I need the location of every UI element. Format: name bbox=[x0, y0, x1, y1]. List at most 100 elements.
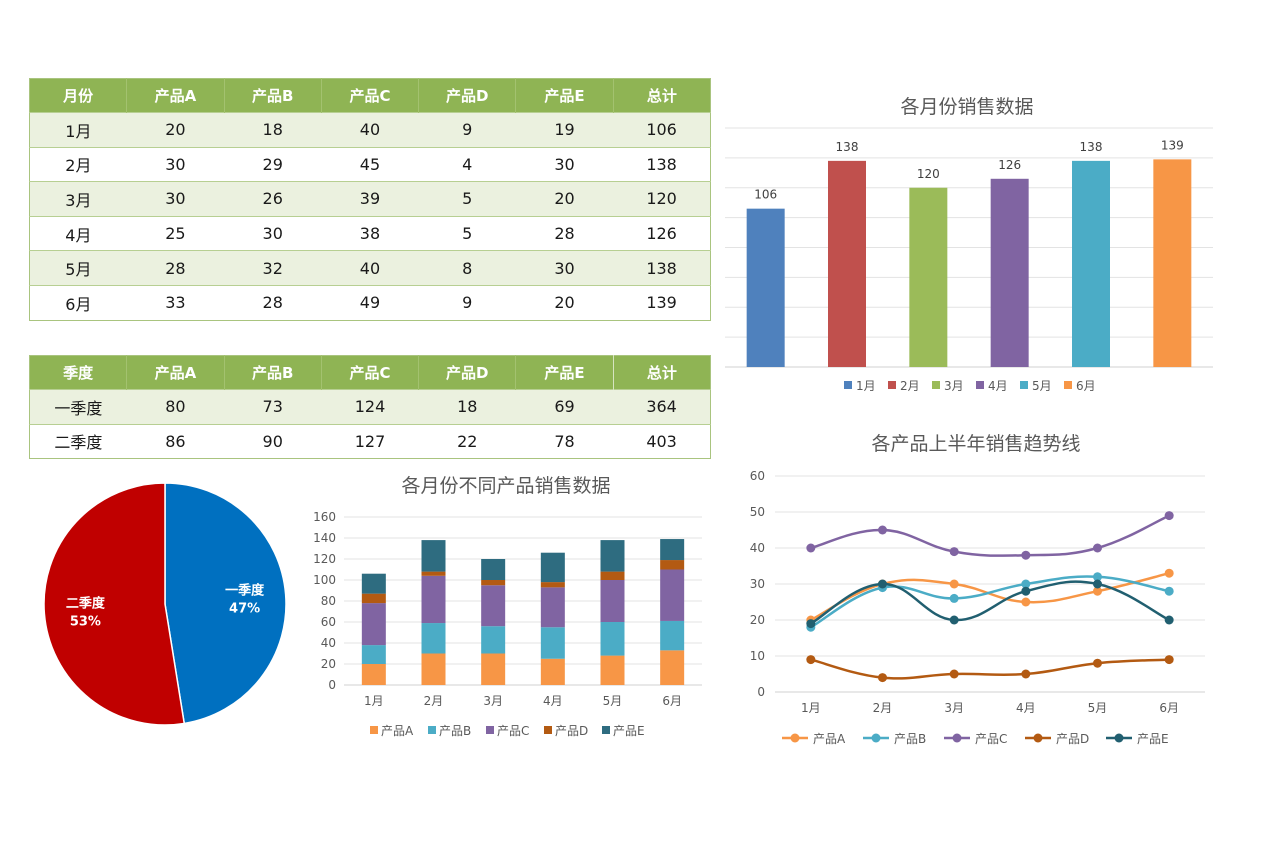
table-cell: 4 bbox=[418, 146, 516, 182]
table-cell: 28 bbox=[224, 284, 322, 321]
legend-swatch bbox=[544, 726, 552, 734]
table-cell: 138 bbox=[613, 146, 711, 182]
table-cell: 20 bbox=[126, 112, 225, 148]
series-line bbox=[810, 514, 1170, 557]
chart-title: 各产品上半年销售趋势线 bbox=[871, 433, 1080, 455]
table-cell: 8 bbox=[418, 250, 516, 286]
stacked-bar-segment bbox=[361, 664, 386, 685]
data-label: 120 bbox=[917, 167, 940, 181]
table-cell: 40 bbox=[321, 112, 419, 148]
legend-marker bbox=[1033, 733, 1043, 743]
series-line bbox=[810, 658, 1170, 680]
monthly-table-header-cell: 产品D bbox=[418, 78, 517, 113]
data-point bbox=[949, 547, 959, 557]
legend-marker bbox=[871, 733, 881, 743]
data-point bbox=[949, 593, 959, 603]
quarter-table-header-cell: 产品B bbox=[224, 355, 322, 390]
data-point bbox=[1021, 597, 1031, 607]
table-cell: 5 bbox=[418, 215, 516, 251]
table-row: 6月 33 28 49 9 20 139 bbox=[29, 284, 711, 321]
legend-label: 产品A bbox=[813, 732, 846, 746]
data-label: 106 bbox=[754, 188, 777, 202]
table-cell: 78 bbox=[515, 423, 614, 459]
table-cell: 86 bbox=[126, 423, 225, 459]
table-cell: 5 bbox=[418, 181, 516, 217]
slice-label: 二季度 bbox=[66, 595, 106, 611]
quarter-table-header-cell: 产品E bbox=[515, 355, 614, 390]
y-tick-label: 0 bbox=[757, 685, 765, 699]
table-cell: 22 bbox=[418, 423, 516, 459]
table-row: 4月 25 30 38 5 28 126 bbox=[29, 215, 711, 251]
data-label: 139 bbox=[1161, 138, 1184, 152]
table-row: 二季度 86 90 127 22 78 403 bbox=[29, 423, 711, 459]
quarter-table-header-row: 季度 产品A 产品B 产品C 产品D 产品E 总计 bbox=[29, 355, 711, 390]
quarter-pie-chart: 一季度 47% 二季度 53% bbox=[43, 482, 287, 726]
bar bbox=[909, 187, 948, 367]
table-row: 3月 30 26 39 5 20 120 bbox=[29, 181, 711, 217]
monthly-table-header-cell: 产品B bbox=[224, 78, 322, 113]
legend-label: 产品E bbox=[613, 724, 645, 738]
table-row: 1月 20 18 40 9 19 106 bbox=[29, 112, 711, 148]
stacked-bar-segment bbox=[660, 539, 685, 561]
data-point bbox=[1021, 669, 1031, 679]
y-tick-label: 40 bbox=[321, 636, 336, 650]
stacked-bar-segment bbox=[540, 627, 565, 659]
legend-label: 5月 bbox=[1032, 379, 1052, 393]
bar bbox=[746, 208, 785, 367]
slice-label: 一季度 bbox=[225, 583, 265, 599]
legend-label: 产品C bbox=[975, 732, 1007, 746]
data-point bbox=[806, 543, 816, 553]
data-point bbox=[878, 525, 887, 535]
table-cell: 30 bbox=[126, 146, 225, 182]
series-line bbox=[810, 575, 1170, 629]
legend-label: 产品B bbox=[439, 724, 471, 738]
bar bbox=[828, 160, 866, 367]
x-tick-label: 4月 bbox=[1016, 701, 1036, 715]
table-cell: 29 bbox=[224, 146, 322, 182]
stacked-bar-segment bbox=[481, 653, 506, 685]
legend-swatch bbox=[486, 726, 494, 734]
table-cell: 20 bbox=[515, 181, 614, 217]
stacked-bar-segment bbox=[540, 587, 565, 628]
table-cell: 30 bbox=[515, 250, 614, 286]
table-cell: 69 bbox=[515, 389, 614, 425]
data-point bbox=[1021, 550, 1031, 560]
data-point bbox=[949, 579, 959, 589]
table-cell: 126 bbox=[613, 215, 711, 251]
table-cell: 403 bbox=[613, 423, 711, 459]
bar bbox=[1153, 159, 1192, 367]
legend-label: 4月 bbox=[988, 379, 1008, 393]
series-line bbox=[810, 571, 1170, 622]
slice-percent: 53% bbox=[70, 614, 101, 629]
legend-marker bbox=[952, 733, 962, 743]
monthly-table-header-cell: 产品C bbox=[321, 78, 420, 113]
stacked-bar-segment bbox=[421, 623, 446, 654]
x-tick-label: 6月 bbox=[1159, 701, 1179, 715]
legend-swatch bbox=[1064, 381, 1072, 389]
table-cell: 9 bbox=[418, 284, 516, 321]
stacked-product-bar-chart: 各月份不同产品销售数据 0 20 40 60 80 100 120 140 160 1月 2月 3月 4月… bbox=[313, 475, 702, 738]
stacked-bar-segment bbox=[481, 585, 506, 627]
x-tick-label: 2月 bbox=[424, 694, 444, 708]
table-row: 2月 30 29 45 4 30 138 bbox=[29, 146, 711, 182]
legend-label: 2月 bbox=[900, 379, 920, 393]
table-cell: 39 bbox=[321, 181, 419, 217]
monthly-table-header-cell: 产品E bbox=[515, 78, 614, 113]
table-cell: 2月 bbox=[29, 146, 127, 182]
pie-slice bbox=[43, 482, 186, 726]
x-tick-label: 5月 bbox=[603, 694, 623, 708]
table-cell: 25 bbox=[126, 215, 225, 251]
table-cell: 138 bbox=[613, 250, 711, 286]
table-cell: 18 bbox=[418, 389, 516, 425]
data-point bbox=[1021, 586, 1031, 596]
table-cell: 26 bbox=[224, 181, 322, 217]
data-point bbox=[1093, 658, 1102, 668]
table-cell: 38 bbox=[321, 215, 419, 251]
legend-swatch bbox=[602, 726, 610, 734]
y-tick-label: 20 bbox=[750, 613, 765, 627]
legend-label: 产品E bbox=[1137, 732, 1169, 746]
stacked-bar-segment bbox=[361, 645, 386, 664]
stacked-bar-segment bbox=[660, 560, 685, 570]
table-cell: 28 bbox=[126, 250, 225, 286]
data-point bbox=[1093, 579, 1102, 589]
